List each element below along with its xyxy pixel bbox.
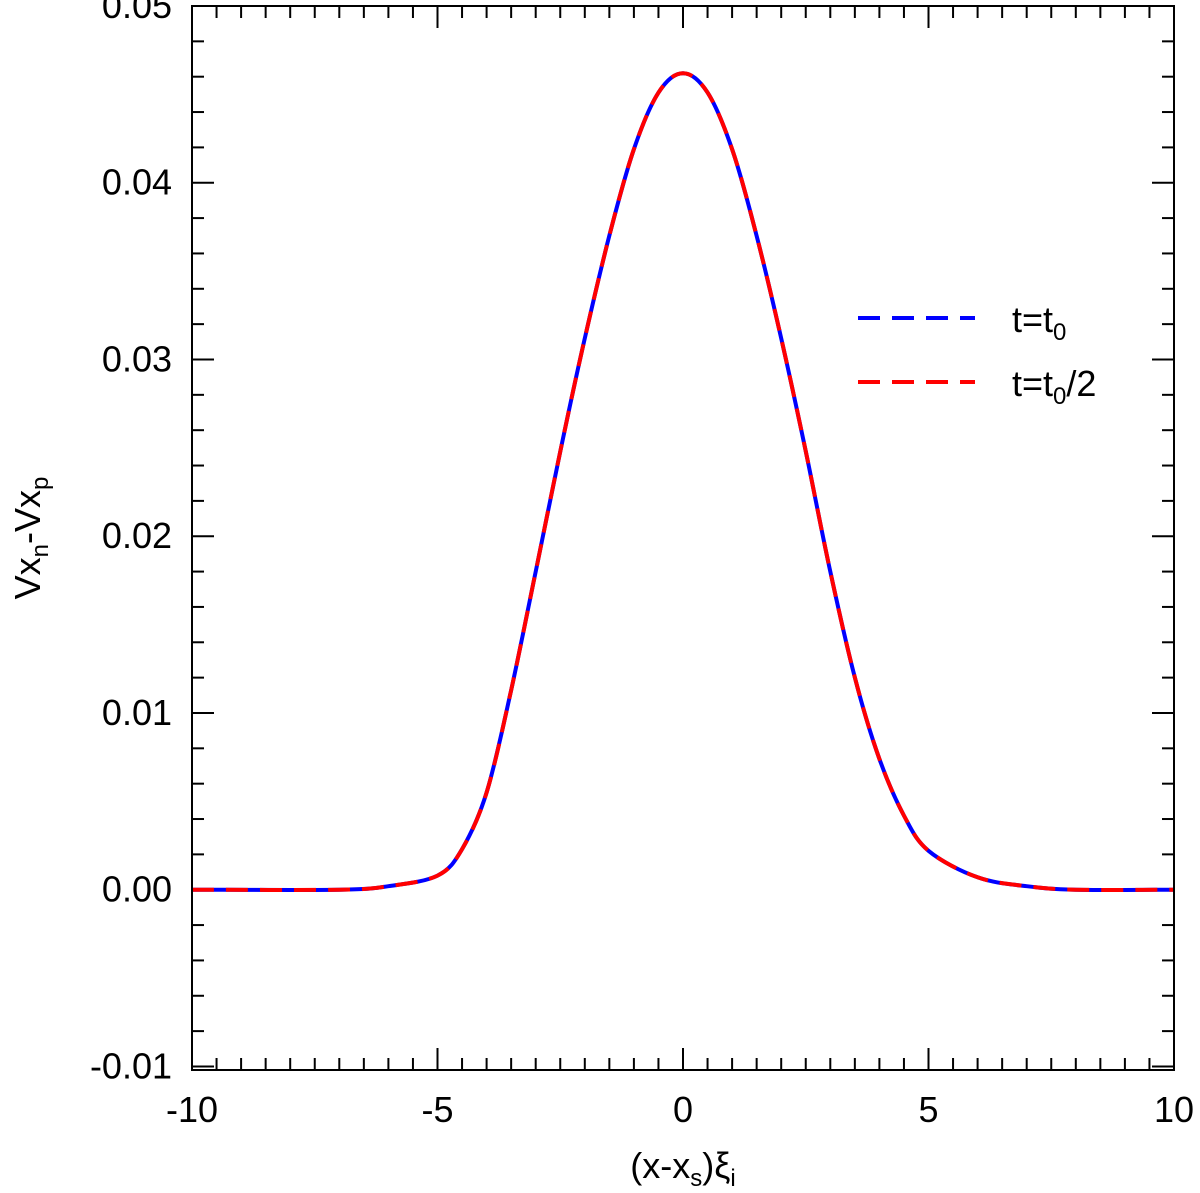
x-tick-label: -5 bbox=[421, 1089, 453, 1130]
y-tick-label: -0.01 bbox=[90, 1045, 172, 1086]
y-tick-label: 0.03 bbox=[102, 338, 172, 379]
y-axis-label: Vxn-Vxp bbox=[7, 477, 54, 600]
series-line-t0 bbox=[191, 71, 1175, 892]
series-group bbox=[191, 71, 1175, 892]
axis-ticks bbox=[191, 5, 1175, 1070]
x-tick-label: 0 bbox=[673, 1089, 693, 1130]
legend-label-t0: t=t0 bbox=[1012, 299, 1066, 346]
x-tick-label: 10 bbox=[1154, 1089, 1194, 1130]
y-tick-label: 0.01 bbox=[102, 692, 172, 733]
y-tick-label: 0.02 bbox=[102, 515, 172, 556]
x-tick-label: 5 bbox=[918, 1089, 938, 1130]
y-tick-label: 0.05 bbox=[102, 0, 172, 26]
series-line-t0-half bbox=[191, 71, 1175, 892]
x-axis-label: (x-xs)ξi bbox=[630, 1145, 735, 1192]
legend: t=t0 t=t0/2 bbox=[858, 299, 1096, 410]
legend-label-t0-half: t=t0/2 bbox=[1012, 363, 1096, 410]
y-tick-label: 0.00 bbox=[102, 869, 172, 910]
y-tick-label: 0.04 bbox=[102, 162, 172, 203]
plot-frame bbox=[191, 5, 1175, 1071]
x-tick-label: -10 bbox=[166, 1089, 218, 1130]
tick-labels: -10 -5 0 5 10 -0.01 0.00 0.01 0.02 0.03 0.04 0.05 bbox=[90, 0, 1194, 1130]
